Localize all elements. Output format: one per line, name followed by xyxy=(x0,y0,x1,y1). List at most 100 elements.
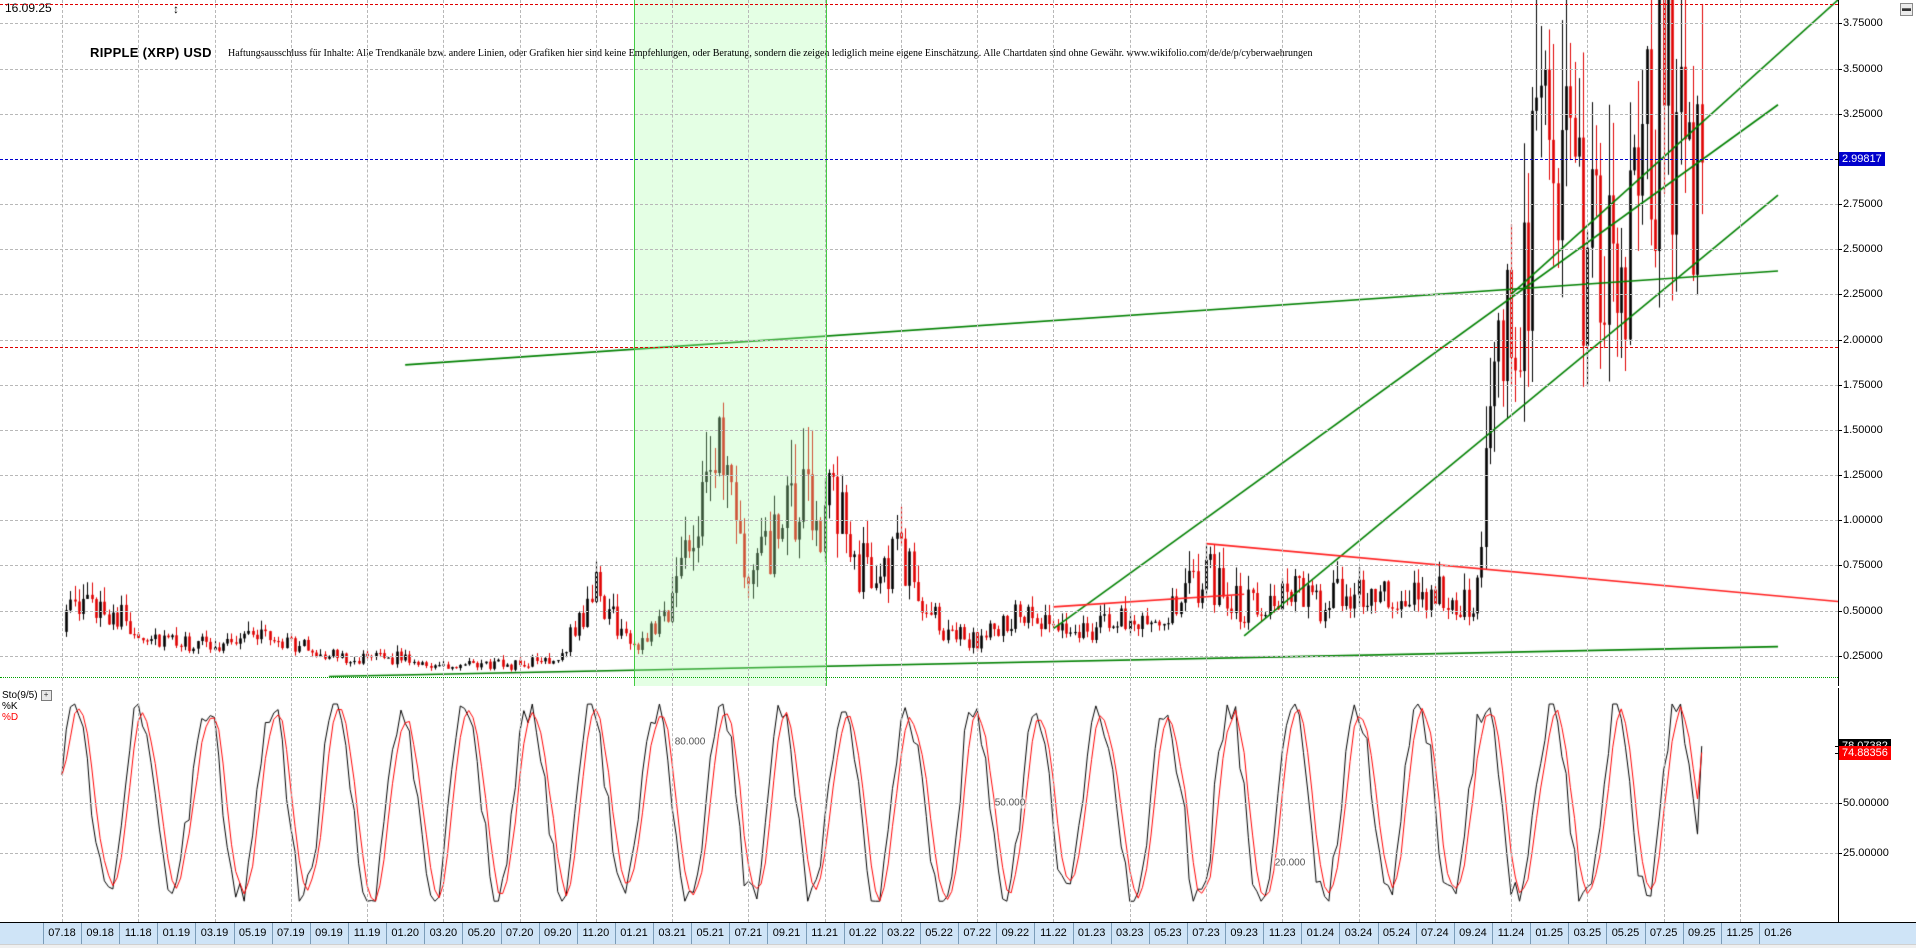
date-axis-label: 11.25 xyxy=(1726,927,1754,939)
date-axis-tick xyxy=(767,923,769,948)
date-axis-label: 01.26 xyxy=(1764,927,1792,939)
date-axis-label: 07.24 xyxy=(1421,927,1449,939)
price-axis-label: 3.50000 xyxy=(1839,62,1883,75)
date-axis-label: 07.21 xyxy=(734,927,763,939)
date-axis-tick xyxy=(1568,923,1570,948)
date-axis-tick xyxy=(1682,923,1684,948)
date-axis-label: 03.24 xyxy=(1344,927,1373,939)
date-axis-tick xyxy=(462,923,464,948)
date-axis-tick xyxy=(81,923,83,948)
horizontal-reference-line xyxy=(0,677,1838,679)
date-axis-tick xyxy=(386,923,388,948)
price-axis-label: 3.25000 xyxy=(1839,107,1883,120)
date-axis-label: 07.18 xyxy=(48,927,76,939)
date-axis-tick xyxy=(42,923,44,948)
date-axis-label: 07.20 xyxy=(505,927,534,939)
date-axis-tick xyxy=(348,923,349,948)
plus-icon[interactable]: + xyxy=(40,690,52,701)
price-candlestick-canvas[interactable] xyxy=(0,0,1838,686)
date-axis-tick xyxy=(653,923,655,948)
date-axis-label: 05.21 xyxy=(696,927,725,939)
date-axis-tick xyxy=(233,923,235,948)
date-axis-label: 01.22 xyxy=(849,927,877,939)
indicator-k-label: %K xyxy=(2,701,18,713)
date-axis-label: 09.22 xyxy=(1001,927,1030,939)
date-axis-tick xyxy=(119,923,121,948)
date-axis-tick xyxy=(1530,923,1532,948)
date-axis-label: 07.25 xyxy=(1649,927,1678,939)
date-axis-tick xyxy=(1453,923,1455,948)
date-axis-tick xyxy=(805,923,807,948)
date-axis-tick xyxy=(500,923,502,948)
date-axis-label: 09.19 xyxy=(315,927,343,939)
stochastic-canvas[interactable] xyxy=(0,688,1838,922)
indicator-name-row: Sto(9/5) + xyxy=(2,690,52,701)
horizontal-reference-line xyxy=(0,346,1838,348)
date-axis-tick xyxy=(729,923,731,948)
price-axis-label: 2.00000 xyxy=(1839,333,1883,346)
date-axis-label: 01.23 xyxy=(1077,927,1106,939)
date-axis-tick xyxy=(996,923,998,948)
date-axis-tick xyxy=(614,923,616,948)
price-axis-label: 0.75000 xyxy=(1839,559,1883,572)
stochastic-axis-label: 25.00000 xyxy=(1839,846,1889,859)
date-axis-label: 05.22 xyxy=(925,927,953,939)
date-axis-tick xyxy=(1225,923,1227,948)
date-axis-tick xyxy=(881,923,883,948)
crosshair-drag-handle[interactable]: ↕ xyxy=(173,2,179,16)
date-axis-tick xyxy=(1339,923,1341,948)
date-axis-tick xyxy=(538,923,540,948)
price-axis-label: 2.50000 xyxy=(1839,243,1883,256)
date-axis[interactable]: 07.18 09.18 11.18 01.19 03.19 05.19 07.19 09.19… xyxy=(0,922,1916,948)
date-axis-label: 09.20 xyxy=(543,927,572,939)
price-axis-label: 0.25000 xyxy=(1839,649,1883,662)
stochastic-axis-label: 50.00000 xyxy=(1839,796,1889,809)
date-axis-label: 07.22 xyxy=(963,927,991,939)
date-axis-label: 05.24 xyxy=(1382,927,1411,939)
date-axis-label: 11.18 xyxy=(124,927,152,939)
date-axis-tick xyxy=(1072,923,1074,948)
date-axis-tick xyxy=(1415,923,1417,948)
price-axis-label: 1.75000 xyxy=(1839,378,1883,391)
price-axis-label: 2.75000 xyxy=(1839,198,1883,211)
price-axis-label: 1.50000 xyxy=(1839,423,1883,436)
last-price-badge: 2.99817 xyxy=(1835,152,1885,167)
date-axis-label: 05.20 xyxy=(467,927,496,939)
date-axis-tick xyxy=(1148,923,1150,948)
date-axis-label: 03.19 xyxy=(200,927,229,939)
date-axis-tick xyxy=(1301,923,1303,948)
date-axis-tick xyxy=(1758,923,1760,948)
date-axis-tick xyxy=(271,923,273,948)
price-axis[interactable]: ▬ 3.75000 3.50000 3.25000 2.75000 2.50000 2.2… xyxy=(1835,0,1916,686)
date-axis-label: 11.23 xyxy=(1268,927,1296,939)
date-axis-tick xyxy=(1034,923,1036,948)
horizontal-reference-line xyxy=(0,159,1838,161)
indicator-name: Sto(9/5) xyxy=(2,690,38,702)
disclaimer-text: Haftungsausschluss für Inhalte: Alle Tre… xyxy=(228,48,1313,59)
date-axis-label: 03.20 xyxy=(429,927,458,939)
minimize-icon[interactable]: ▬ xyxy=(1900,3,1913,16)
date-axis-label: 09.21 xyxy=(772,927,801,939)
horizontal-scrollbar[interactable] xyxy=(0,944,1916,948)
date-axis-label: 01.24 xyxy=(1306,927,1335,939)
indicator-legend: Sto(9/5) + %K %D xyxy=(2,690,52,723)
date-axis-label: 05.25 xyxy=(1611,927,1640,939)
date-axis-tick xyxy=(1186,923,1188,948)
date-axis-label: 11.21 xyxy=(811,927,839,939)
date-axis-label: 09.24 xyxy=(1459,927,1487,939)
date-axis-label: 11.24 xyxy=(1497,927,1525,939)
date-axis-label: 07.23 xyxy=(1192,927,1220,939)
price-axis-label: 1.25000 xyxy=(1839,469,1883,482)
date-axis-tick xyxy=(1263,923,1265,948)
stochastic-panel[interactable]: Sto(9/5) + %K %D 80.000 50.000 20.000 xyxy=(0,688,1838,922)
price-chart-panel[interactable]: RIPPLE (XRP) USD Haftungsausschluss für … xyxy=(0,0,1838,686)
date-axis-tick xyxy=(1492,923,1493,948)
date-axis-label: 01.25 xyxy=(1535,927,1563,939)
price-axis-label: 0.50000 xyxy=(1839,604,1883,617)
horizontal-reference-line xyxy=(0,3,1838,5)
price-axis-label: 2.25000 xyxy=(1839,288,1883,301)
page-title: RIPPLE (XRP) USD xyxy=(90,45,212,60)
date-axis-label: 01.19 xyxy=(162,927,191,939)
